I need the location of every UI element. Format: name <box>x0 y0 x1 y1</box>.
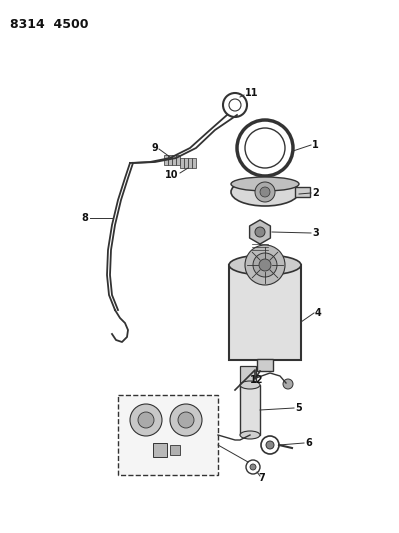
Ellipse shape <box>231 178 299 206</box>
Circle shape <box>130 404 162 436</box>
Text: 12: 12 <box>250 375 263 385</box>
Bar <box>188 158 192 168</box>
Ellipse shape <box>229 255 301 275</box>
Circle shape <box>283 379 293 389</box>
Circle shape <box>260 187 270 197</box>
Bar <box>192 158 196 168</box>
Text: 3: 3 <box>312 228 319 238</box>
Text: 10: 10 <box>165 170 179 180</box>
Bar <box>184 158 188 168</box>
Circle shape <box>266 441 274 449</box>
Bar <box>257 359 273 371</box>
Text: 6: 6 <box>305 438 312 448</box>
Bar <box>170 445 180 455</box>
Text: 2: 2 <box>312 188 319 198</box>
Text: 4: 4 <box>315 308 322 318</box>
Ellipse shape <box>240 431 260 439</box>
Text: 8314  4500: 8314 4500 <box>10 18 89 31</box>
Circle shape <box>255 182 275 202</box>
Bar <box>240 366 256 390</box>
Ellipse shape <box>240 381 260 389</box>
Bar <box>164 155 168 165</box>
Circle shape <box>253 253 277 277</box>
Circle shape <box>178 412 194 428</box>
Text: 1: 1 <box>312 140 319 150</box>
Bar <box>168 155 172 165</box>
Bar <box>172 155 176 165</box>
Bar <box>118 395 218 475</box>
Bar <box>176 155 180 165</box>
Bar <box>295 187 310 197</box>
Bar <box>240 385 260 435</box>
Bar <box>229 265 301 360</box>
Circle shape <box>245 245 285 285</box>
Text: 8: 8 <box>81 213 88 223</box>
Ellipse shape <box>231 177 299 191</box>
Circle shape <box>259 259 271 271</box>
Text: 9: 9 <box>151 143 158 153</box>
Circle shape <box>255 227 265 237</box>
Bar <box>180 158 184 168</box>
Bar <box>153 443 167 457</box>
Circle shape <box>138 412 154 428</box>
Text: 7: 7 <box>259 473 265 483</box>
Circle shape <box>250 464 256 470</box>
Polygon shape <box>250 220 271 244</box>
Text: 11: 11 <box>245 88 259 98</box>
Circle shape <box>170 404 202 436</box>
Text: 5: 5 <box>295 403 302 413</box>
